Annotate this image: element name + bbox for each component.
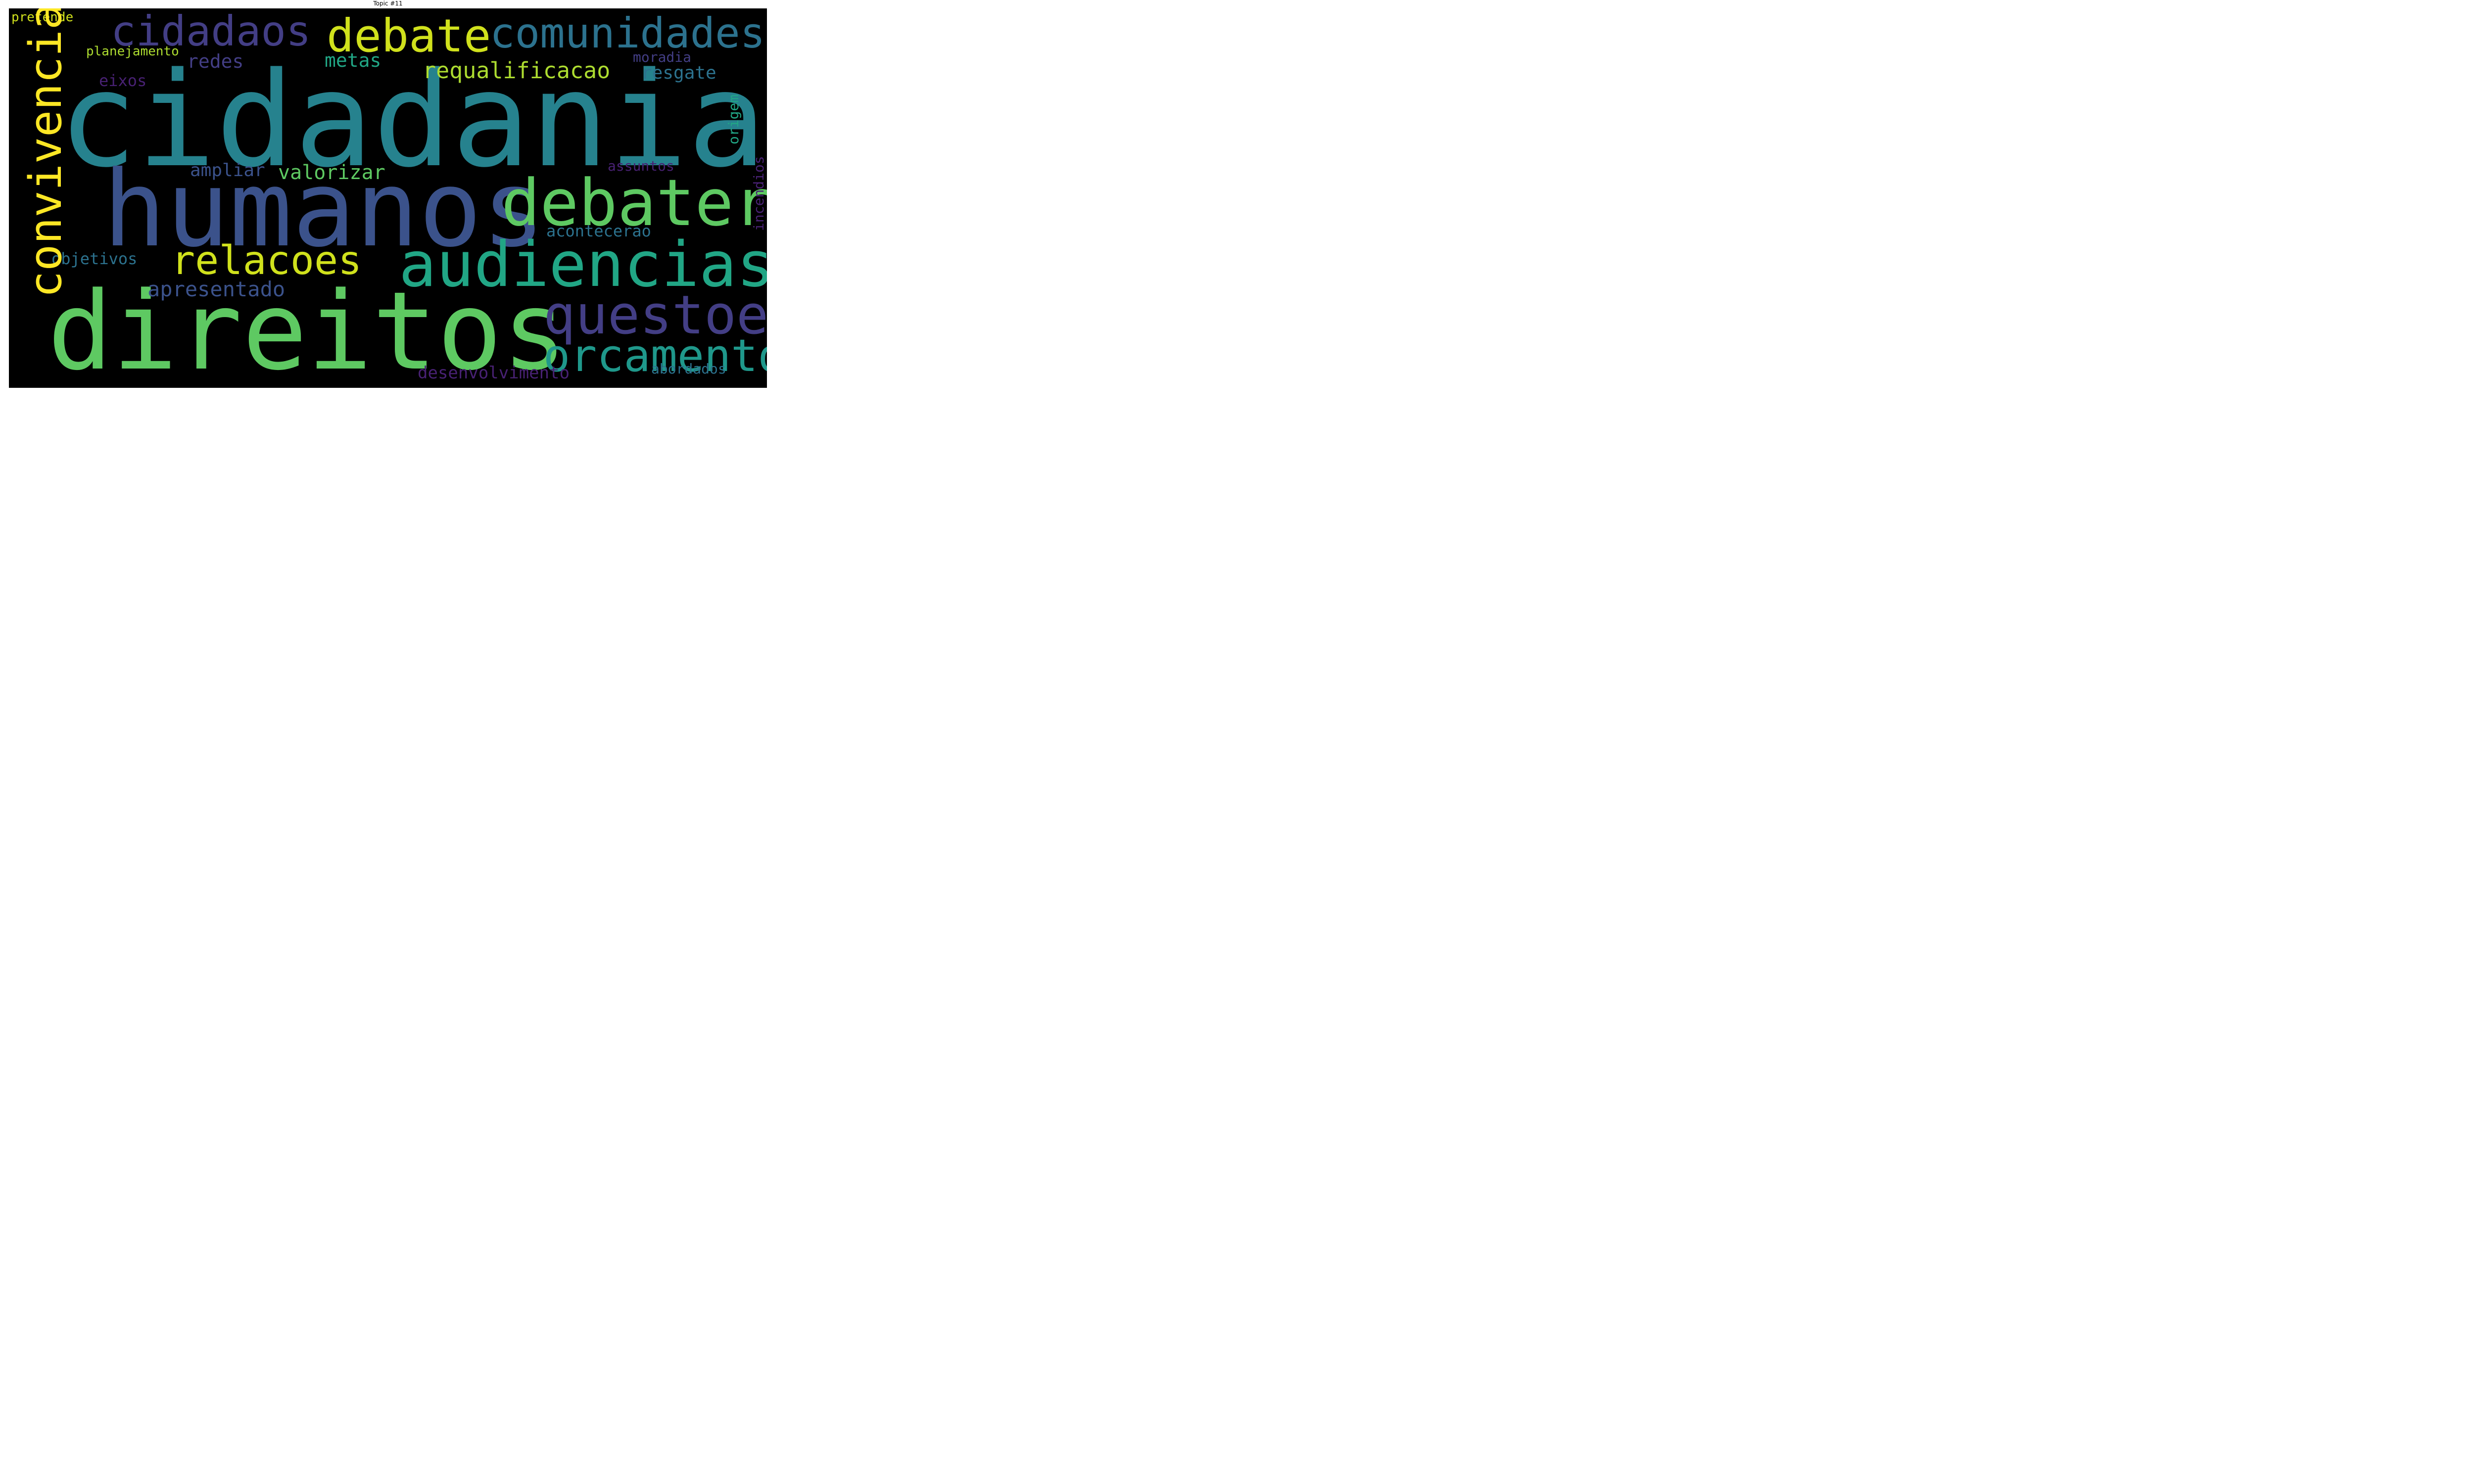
word-moradia: moradia [633, 49, 692, 65]
word-incendios: incendios [751, 156, 767, 231]
word-planejamento: planejamento [86, 44, 179, 59]
word-redes: redes [187, 50, 244, 72]
word-questoes: questoes [543, 284, 767, 346]
word-assuntos: assuntos [608, 158, 674, 174]
word-audiencias: audiencias [399, 228, 767, 301]
word-debater: debater [501, 165, 767, 240]
word-pretende: pretende [11, 10, 74, 25]
word-convivencia: convivencia [20, 8, 72, 298]
word-cloud: cidadania humanos direitos debater audie… [9, 8, 767, 388]
word-objetivos: objetivos [51, 249, 138, 268]
word-direitos: direitos [48, 269, 567, 388]
word-eixos: eixos [99, 71, 147, 90]
word-apresentado: apresentado [147, 277, 285, 301]
word-debate: debate [327, 9, 491, 62]
word-acontecerao: acontecerao [546, 222, 651, 240]
word-requalificacao: requalificacao [423, 57, 611, 84]
word-resgate: resgate [641, 63, 716, 83]
word-origem: origem [725, 94, 742, 144]
word-abordados: abordados [651, 361, 726, 377]
word-relacoes: relacoes [171, 237, 362, 283]
word-valorizar: valorizar [278, 161, 385, 184]
chart-title: Topic #11 [373, 0, 403, 7]
word-comunidades: comunidades [490, 9, 765, 57]
word-metas: metas [325, 49, 381, 71]
word-cidadaos: cidadaos [111, 8, 311, 55]
word-cidadania: cidadania [58, 45, 766, 196]
word-desenvolvimento: desenvolvimento [418, 363, 570, 383]
word-orcamento: orcamento [543, 330, 767, 382]
word-ampliar: ampliar [190, 160, 265, 181]
word-humanos: humanos [103, 148, 545, 270]
